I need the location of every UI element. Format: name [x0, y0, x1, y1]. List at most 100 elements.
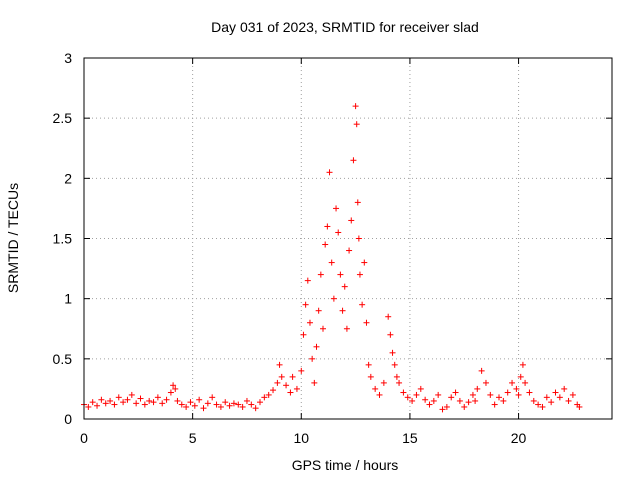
data-point	[556, 394, 563, 401]
data-point	[239, 403, 246, 410]
data-point	[133, 400, 140, 407]
data-point	[530, 397, 537, 404]
y-tick-label: 0.5	[53, 351, 73, 367]
data-point	[146, 397, 153, 404]
data-point	[276, 361, 283, 368]
data-point	[235, 401, 242, 408]
data-point	[387, 331, 394, 338]
data-point	[350, 157, 357, 164]
data-point	[222, 399, 229, 406]
y-tick-label: 1.5	[53, 231, 73, 247]
data-point	[128, 391, 135, 398]
data-point	[248, 401, 255, 408]
data-point	[120, 399, 127, 406]
x-tick-label: 20	[511, 430, 527, 446]
data-point	[265, 391, 272, 398]
data-point	[94, 402, 101, 409]
data-point	[243, 397, 250, 404]
y-tick-label: 2.5	[53, 110, 73, 126]
data-point	[311, 379, 318, 386]
data-point	[472, 397, 479, 404]
data-point	[154, 394, 161, 401]
data-point	[170, 382, 177, 389]
data-point	[535, 401, 542, 408]
x-axis-label: GPS time / hours	[292, 457, 399, 473]
data-point	[409, 397, 416, 404]
data-point	[456, 397, 463, 404]
x-tick-label: 10	[293, 430, 309, 446]
data-point	[324, 223, 331, 230]
data-point	[552, 389, 559, 396]
data-point	[115, 394, 122, 401]
data-point	[200, 405, 207, 412]
data-point	[328, 259, 335, 266]
data-point	[209, 394, 216, 401]
data-point	[509, 379, 516, 386]
data-point	[413, 391, 420, 398]
y-tick-label: 3	[64, 50, 72, 66]
data-point	[163, 396, 170, 403]
data-point	[430, 397, 437, 404]
data-point	[363, 319, 370, 326]
data-point	[315, 307, 322, 314]
data-point	[561, 385, 568, 392]
data-point	[396, 379, 403, 386]
data-point	[487, 391, 494, 398]
data-point	[102, 400, 109, 407]
data-point	[159, 400, 166, 407]
data-point	[513, 385, 520, 392]
data-point	[380, 379, 387, 386]
data-point	[270, 387, 277, 394]
data-point	[469, 391, 476, 398]
data-point	[543, 394, 550, 401]
data-point	[204, 400, 211, 407]
data-point	[98, 396, 105, 403]
data-point	[404, 394, 411, 401]
data-point	[196, 396, 203, 403]
data-point	[439, 406, 446, 413]
data-point	[111, 401, 118, 408]
data-point	[491, 401, 498, 408]
axis-ticks	[83, 57, 612, 420]
data-point	[400, 389, 407, 396]
data-point	[346, 247, 353, 254]
data-point	[300, 331, 307, 338]
x-tick-label: 0	[80, 430, 88, 446]
data-point	[137, 395, 144, 402]
data-point	[330, 295, 337, 302]
data-point	[359, 301, 366, 308]
data-point	[326, 169, 333, 176]
data-point	[304, 277, 311, 284]
data-point	[353, 121, 360, 128]
data-point	[354, 199, 361, 206]
data-point	[343, 325, 350, 332]
data-point	[376, 391, 383, 398]
data-points	[81, 103, 583, 413]
data-point	[426, 401, 433, 408]
data-point	[339, 307, 346, 314]
data-point	[274, 379, 281, 386]
data-point	[341, 283, 348, 290]
data-point	[187, 399, 194, 406]
data-point	[569, 391, 576, 398]
y-tick-label: 2	[64, 170, 72, 186]
chart-title: Day 031 of 2023, SRMTID for receiver sla…	[211, 19, 479, 35]
data-point	[124, 396, 131, 403]
y-tick-label: 0	[64, 411, 72, 427]
data-point	[178, 401, 185, 408]
data-point	[361, 259, 368, 266]
data-point	[356, 271, 363, 278]
data-point	[519, 361, 526, 368]
data-point	[298, 367, 305, 374]
data-point	[417, 385, 424, 392]
x-tick-labels: 0 5 10 15 20	[80, 430, 526, 446]
data-point	[452, 389, 459, 396]
data-point	[565, 397, 572, 404]
data-point	[478, 367, 485, 374]
data-point	[391, 361, 398, 368]
data-point	[337, 271, 344, 278]
data-point	[302, 301, 309, 308]
data-point	[313, 343, 320, 350]
data-point	[172, 385, 179, 392]
data-point	[517, 373, 524, 380]
